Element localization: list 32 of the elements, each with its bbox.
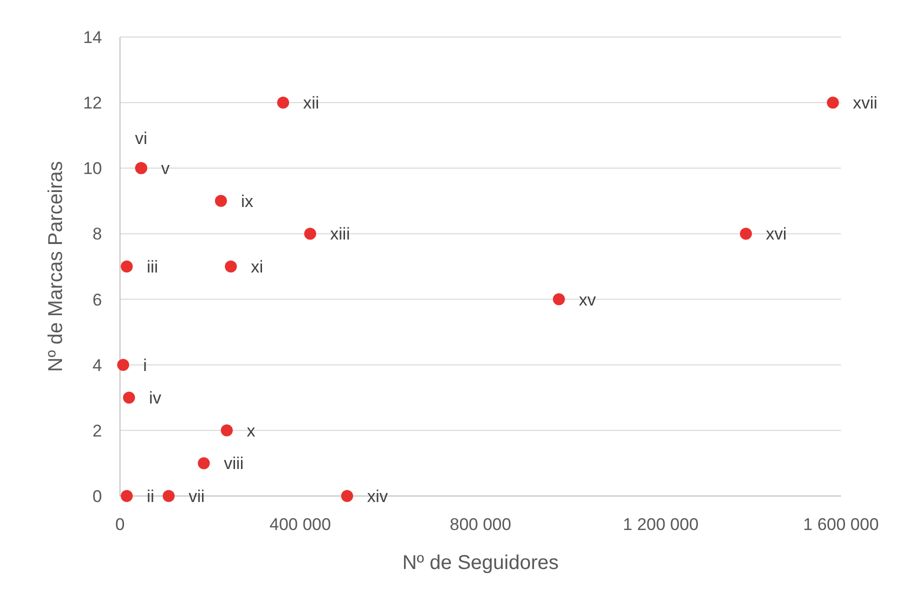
y-tick-label: 12 bbox=[83, 94, 102, 113]
y-tick-label: 8 bbox=[92, 224, 102, 244]
data-label: xv bbox=[578, 290, 596, 310]
data-label: xiv bbox=[367, 487, 388, 506]
y-tick-label: 6 bbox=[92, 290, 102, 310]
x-tick-label: 1 200 000 bbox=[622, 515, 699, 534]
data-label: xiii bbox=[330, 224, 350, 244]
data-label: i bbox=[143, 356, 147, 375]
data-label: ix bbox=[240, 192, 254, 211]
data-label: xvii bbox=[852, 94, 878, 113]
y-tick-label: 0 bbox=[92, 487, 102, 506]
data-label: xvi bbox=[766, 224, 787, 244]
y-tick-label: 2 bbox=[92, 421, 102, 440]
y-tick-label: 14 bbox=[83, 28, 102, 47]
data-label: xii bbox=[303, 94, 320, 113]
data-label: iv bbox=[149, 388, 162, 408]
y-axis-title: Nº de Marcas Parceiras bbox=[45, 161, 67, 372]
data-label: x bbox=[246, 421, 256, 440]
x-tick-label: 1 600 000 bbox=[803, 515, 879, 534]
y-tick-label: 10 bbox=[83, 159, 102, 178]
x-tick-label: 0 bbox=[115, 515, 125, 534]
data-label: viii bbox=[224, 454, 244, 474]
y-tick-label: 4 bbox=[92, 356, 102, 375]
data-label: ii bbox=[146, 487, 154, 506]
data-label: iii bbox=[146, 258, 158, 276]
x-tick-label: 400 000 bbox=[270, 515, 331, 534]
data-label: xi bbox=[250, 258, 264, 276]
data-label: vi bbox=[135, 129, 148, 148]
x-axis-title: Nº de Seguidores bbox=[402, 552, 559, 574]
x-tick-label: 800 000 bbox=[450, 515, 512, 534]
data-label: v bbox=[161, 159, 170, 178]
data-label: vii bbox=[188, 487, 205, 506]
